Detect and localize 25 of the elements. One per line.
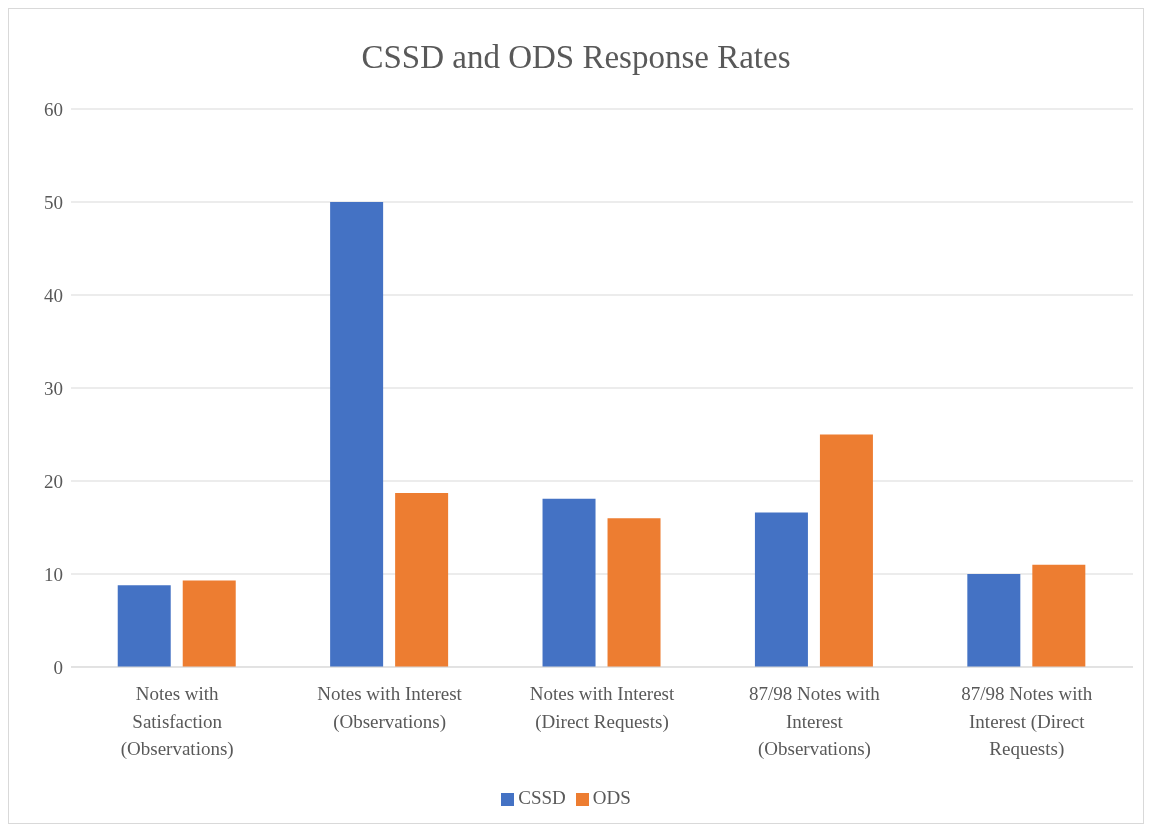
bar	[542, 498, 596, 667]
y-tick-label: 50	[44, 191, 63, 213]
x-tick-label: 87/98 Notes with Interest (Direct Requests)	[961, 683, 1093, 761]
bar	[117, 585, 171, 667]
x-tick-label: Notes with Satisfaction (Observations)	[120, 683, 234, 761]
legend-label: ODS	[592, 787, 631, 808]
bar	[819, 434, 873, 667]
y-tick-label: 60	[44, 98, 63, 120]
bar	[607, 518, 661, 667]
chart-title: CSSD and ODS Response Rates	[360, 39, 792, 76]
y-tick-label: 20	[44, 470, 63, 492]
bar	[182, 580, 236, 667]
bar	[1032, 564, 1086, 667]
y-tick-label: 10	[44, 563, 63, 585]
y-tick-label: 0	[53, 656, 63, 678]
y-tick-label: 30	[44, 377, 63, 399]
y-tick-label: 40	[44, 284, 63, 306]
legend-label: CSSD	[518, 787, 566, 808]
bar	[395, 493, 449, 667]
x-tick-label: Notes with Interest (Observations)	[317, 683, 463, 733]
bar	[967, 574, 1021, 667]
bar	[754, 512, 808, 667]
x-tick-label: 87/98 Notes with Interest (Observations)	[748, 683, 881, 761]
x-tick-label: Notes with Interest (Direct Requests)	[529, 683, 676, 733]
bar	[330, 202, 384, 667]
